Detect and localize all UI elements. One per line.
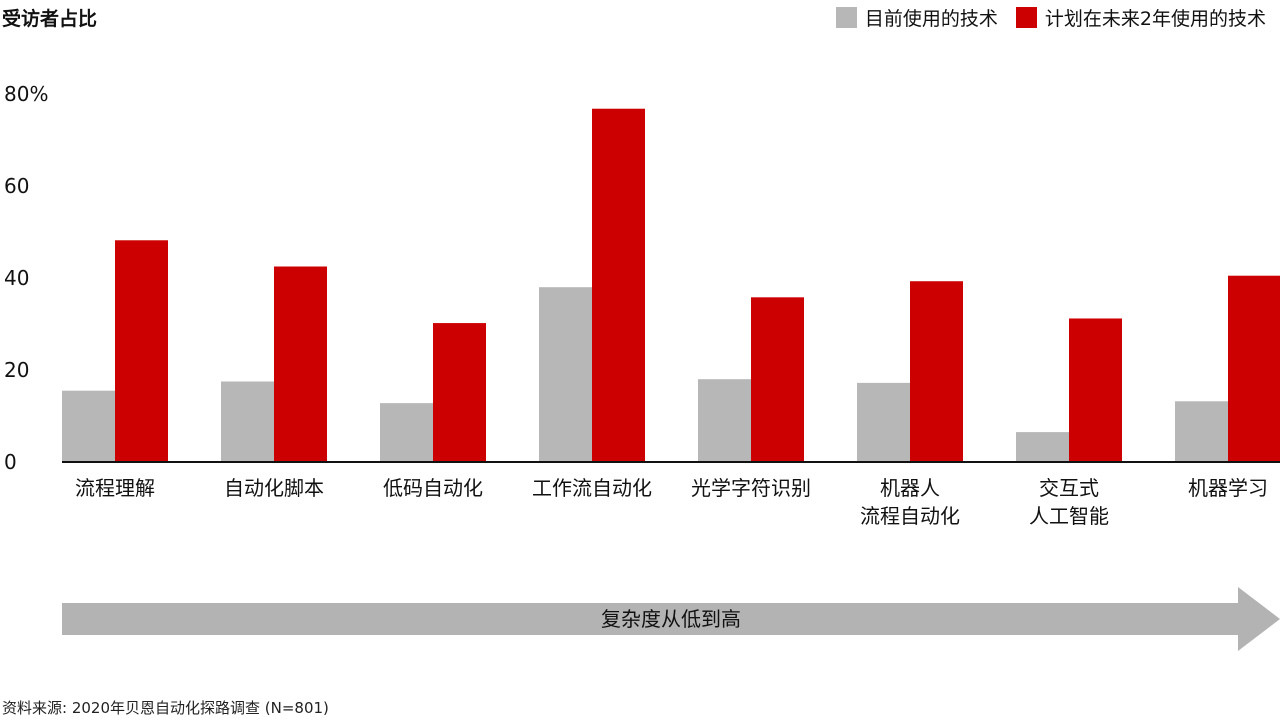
legend-swatch-planned <box>1015 7 1037 28</box>
bar-planned <box>1069 318 1122 462</box>
bar-planned <box>274 266 327 462</box>
bar-planned <box>910 281 963 462</box>
bar-current <box>221 381 274 462</box>
category-label: 流程理解 <box>75 476 155 500</box>
bar-current <box>698 379 751 462</box>
y-tick-label: 60 <box>4 174 29 198</box>
y-tick-label: 0 <box>4 450 17 474</box>
category-label: 低码自动化 <box>383 476 483 500</box>
complexity-arrow <box>62 587 1280 651</box>
bar-current <box>62 390 115 462</box>
bar-planned <box>1228 275 1280 462</box>
category-label: 机器人 <box>880 476 940 500</box>
category-label: 自动化脚本 <box>224 476 324 500</box>
bar-planned <box>115 240 168 462</box>
bar-current <box>539 287 592 462</box>
chart-title: 受访者占比 <box>2 8 98 30</box>
category-label: 交互式 <box>1039 476 1099 500</box>
bar-current <box>857 382 910 462</box>
y-tick-label: 40 <box>4 266 29 290</box>
legend-item-current: 目前使用的技术 <box>835 4 998 31</box>
legend-swatch-current <box>835 7 857 28</box>
category-label: 工作流自动化 <box>532 476 652 500</box>
bar-planned <box>751 297 804 462</box>
category-label: 机器学习 <box>1188 476 1268 500</box>
legend-item-planned: 计划在未来2年使用的技术 <box>1015 4 1266 31</box>
category-label: 光学字符识别 <box>691 476 811 500</box>
legend: 目前使用的技术 计划在未来2年使用的技术 <box>818 4 1266 31</box>
y-tick-label: 20 <box>4 358 29 382</box>
source-note: 资料来源: 2020年贝恩自动化探路调查 (N=801) <box>2 699 329 717</box>
y-tick-label: 80% <box>4 82 48 106</box>
bar-chart: 0 20 40 60 80% 流程理解 自动化脚本 低码自动化 工作流自动化 光学字符识别 机器人流… <box>4 82 1280 651</box>
bar-planned <box>592 108 645 462</box>
category-label: 流程自动化 <box>860 504 960 528</box>
bar-planned <box>433 323 486 462</box>
legend-label-planned: 计划在未来2年使用的技术 <box>1044 8 1266 30</box>
bar-current <box>1016 432 1069 462</box>
arrow-label: 复杂度从低到高 <box>601 607 741 631</box>
bar-current <box>380 403 433 462</box>
legend-label-current: 目前使用的技术 <box>864 8 998 30</box>
category-label: 人工智能 <box>1029 504 1109 528</box>
bar-current <box>1175 401 1228 462</box>
